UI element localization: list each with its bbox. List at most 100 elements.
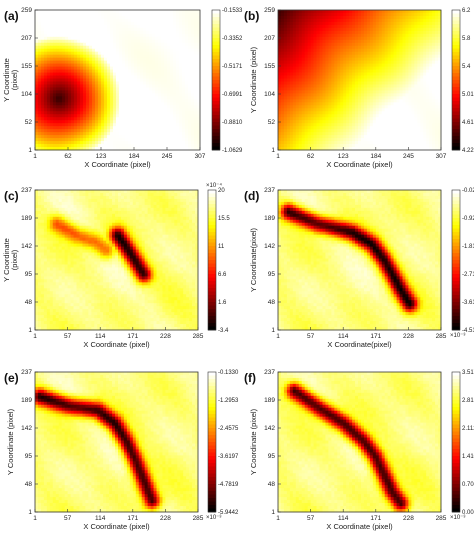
heatmap-cell: [155, 123, 159, 127]
heatmap-cell: [328, 60, 332, 65]
heatmap-cell: [161, 93, 165, 97]
heatmap-cell: [429, 69, 433, 73]
heatmap-cell: [426, 33, 430, 38]
heatmap-cell: [343, 42, 347, 47]
heatmap-cell: [420, 117, 424, 121]
heatmap-cell: [292, 45, 297, 50]
heatmap-cell: [316, 96, 320, 100]
heatmap-cell: [77, 87, 81, 91]
heatmap-cell: [316, 123, 320, 127]
heatmap-cell: [62, 126, 66, 130]
heatmap-cell: [38, 27, 42, 32]
heatmap-cell: [101, 12, 105, 17]
heatmap-cell: [104, 81, 108, 85]
colorbar-step: [212, 83, 220, 88]
heatmap-cell: [101, 63, 105, 67]
heatmap-cell: [80, 51, 84, 56]
heatmap-cell: [423, 60, 427, 65]
heatmap-cell: [289, 10, 294, 14]
heatmap-cell: [62, 144, 66, 148]
heatmap-cell: [405, 102, 409, 106]
heatmap-cell: [176, 105, 180, 109]
heatmap-cell: [438, 63, 442, 67]
heatmap-cell: [89, 27, 93, 32]
heatmap-cell: [47, 129, 51, 133]
heatmap-cell: [197, 21, 201, 26]
heatmap-cell: [402, 93, 406, 97]
heatmap-cell: [328, 57, 332, 62]
heatmap-cell: [143, 21, 147, 26]
heatmap-cell: [65, 147, 69, 151]
heatmap-cell: [438, 27, 442, 32]
heatmap-cell: [116, 147, 120, 151]
heatmap-cell: [113, 18, 117, 23]
heatmap-cell: [71, 51, 75, 56]
heatmap-cell: [396, 99, 400, 103]
heatmap-cell: [390, 69, 394, 73]
heatmap-cell: [107, 45, 111, 50]
heatmap-cell: [155, 21, 159, 26]
heatmap-cell: [310, 36, 314, 41]
heatmap-cell: [50, 135, 54, 139]
heatmap-cell: [50, 102, 54, 106]
heatmap-cell: [65, 93, 69, 97]
heatmap-cell: [44, 132, 48, 136]
heatmap-cell: [113, 72, 117, 76]
heatmap-cell: [375, 10, 380, 14]
heatmap-cell: [399, 24, 403, 29]
heatmap-cell: [101, 30, 105, 35]
heatmap-cell: [98, 132, 102, 136]
heatmap-cell: [334, 66, 338, 70]
heatmap-cell: [278, 54, 282, 59]
heatmap-cell: [423, 87, 427, 91]
heatmap-cell: [143, 138, 147, 142]
heatmap-cell: [375, 57, 380, 62]
heatmap-cell: [83, 84, 87, 88]
heatmap-cell: [191, 15, 195, 20]
heatmap-cell: [411, 54, 415, 59]
heatmap-cell: [179, 138, 183, 142]
heatmap-cell: [68, 87, 72, 91]
heatmap-cell: [393, 39, 397, 44]
heatmap-cell: [116, 42, 120, 47]
heatmap-cell: [358, 57, 362, 62]
heatmap-cell: [56, 63, 60, 67]
heatmap-cell: [349, 75, 353, 79]
heatmap-cell: [360, 120, 365, 124]
heatmap-cell: [152, 105, 156, 109]
heatmap-cell: [417, 72, 421, 76]
heatmap-cell: [161, 99, 165, 103]
heatmap-cell: [194, 75, 198, 79]
heatmap-cell: [387, 75, 392, 79]
heatmap-cell: [164, 87, 168, 91]
heatmap-cell: [182, 51, 186, 56]
heatmap-cell: [417, 18, 421, 23]
colorbar: -0.1533-0.3352-0.5171-0.6991-0.8810-1.06…: [211, 8, 243, 154]
heatmap-cell: [35, 57, 39, 62]
heatmap-cell: [322, 90, 326, 94]
heatmap-cell: [59, 66, 63, 70]
colorbar-frame: [211, 9, 221, 151]
heatmap-cell: [429, 72, 433, 76]
heatmap-cell: [185, 63, 189, 67]
heatmap-cell: [346, 117, 350, 121]
heatmap-cell: [167, 120, 171, 124]
heatmap-cell: [83, 123, 87, 127]
heatmap-cell: [307, 54, 311, 59]
heatmap-cell: [179, 147, 183, 151]
heatmap-cell: [95, 81, 99, 85]
heatmap-cell: [152, 108, 156, 112]
heatmap-cell: [113, 60, 117, 65]
heatmap-cell: [68, 57, 72, 62]
heatmap-cell: [352, 93, 356, 97]
heatmap-cell: [71, 102, 75, 106]
heatmap-cell: [149, 60, 153, 65]
heatmap-cell: [137, 120, 141, 124]
heatmap-cell: [366, 93, 371, 97]
heatmap-cell: [408, 63, 412, 67]
heatmap-cell: [322, 120, 326, 124]
heatmap-cell: [417, 54, 421, 59]
heatmap-cell: [101, 36, 105, 41]
heatmap-cell: [167, 114, 171, 118]
heatmap-cell: [375, 72, 380, 76]
